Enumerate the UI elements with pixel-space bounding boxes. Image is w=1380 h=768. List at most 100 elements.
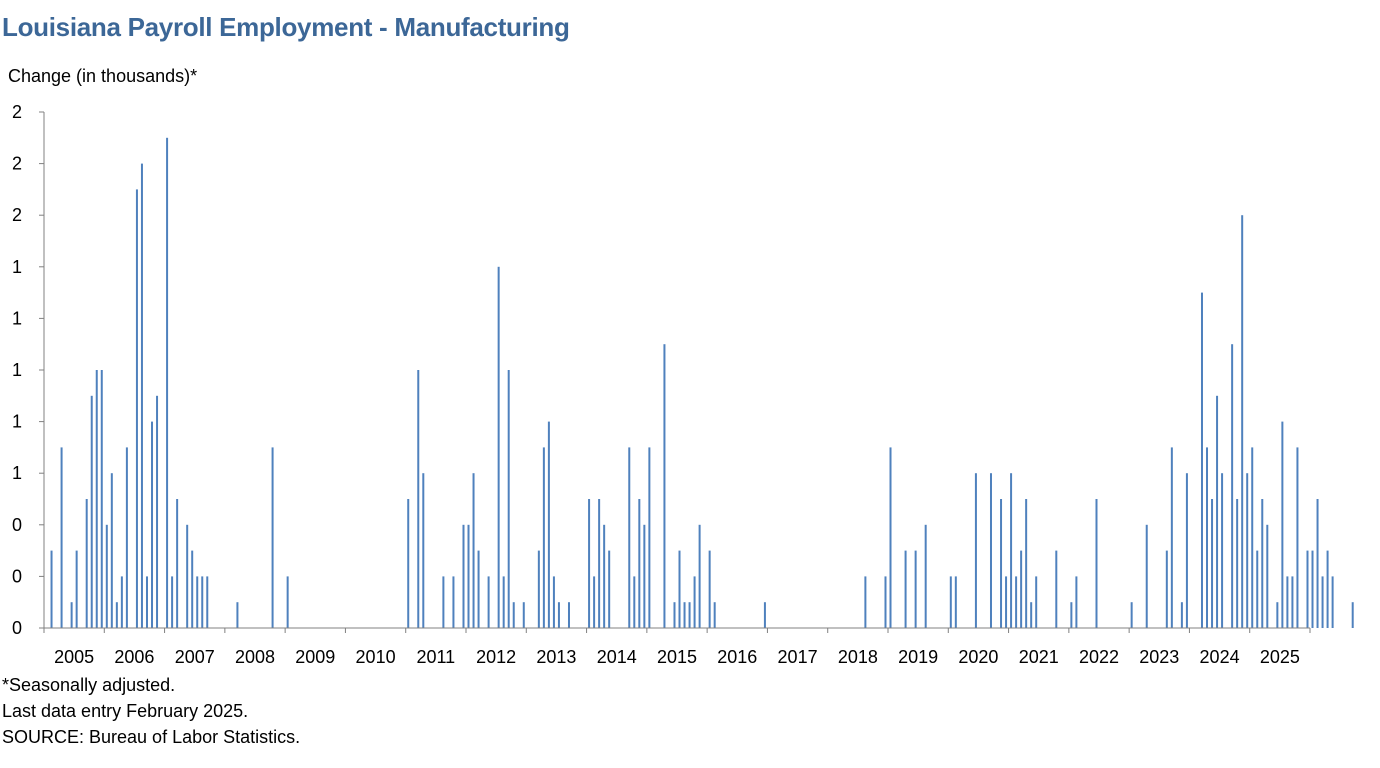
x-axis-ticks: 2005 2006 2007 2008 2009 2010 2011 2012 2013 2014…	[43, 628, 1311, 667]
bar	[191, 550, 194, 628]
bar	[557, 602, 560, 628]
bar	[763, 602, 766, 628]
bar	[477, 550, 480, 628]
bar	[633, 576, 636, 628]
x-tick-label: 2017	[778, 647, 818, 667]
bar	[60, 447, 63, 628]
bar	[1236, 499, 1239, 628]
bar	[598, 499, 601, 628]
bar	[904, 550, 907, 628]
bar	[708, 550, 711, 628]
bar	[145, 576, 148, 628]
y-tick-label: 0	[12, 515, 22, 535]
bar	[552, 576, 555, 628]
bar	[608, 550, 611, 628]
bar	[1165, 550, 1168, 628]
bar	[472, 473, 475, 628]
bar	[156, 395, 159, 628]
bar	[542, 447, 545, 628]
bar	[95, 370, 98, 628]
bar	[989, 473, 992, 628]
bar	[638, 499, 641, 628]
bar	[1311, 550, 1314, 628]
bar	[1095, 499, 1098, 628]
x-tick-label: 2013	[536, 647, 576, 667]
bar	[171, 576, 174, 628]
y-tick-label: 1	[12, 308, 22, 328]
bar	[1231, 344, 1234, 628]
x-tick-label: 2021	[1019, 647, 1059, 667]
axes	[43, 112, 1310, 629]
bar	[974, 473, 977, 628]
x-tick-label: 2024	[1200, 647, 1240, 667]
bar	[1246, 473, 1249, 628]
bar	[236, 602, 239, 628]
x-tick-label: 2012	[476, 647, 516, 667]
bar	[914, 550, 917, 628]
bar	[683, 602, 686, 628]
x-tick-label: 2015	[657, 647, 697, 667]
bar	[1306, 550, 1309, 628]
y-tick-label: 2	[12, 102, 22, 122]
bar	[1316, 499, 1319, 628]
bar	[105, 524, 108, 628]
footnotes: *Seasonally adjusted. Last data entry Fe…	[2, 672, 300, 750]
bar	[663, 344, 666, 628]
bar	[1256, 550, 1259, 628]
bar	[673, 602, 676, 628]
bar	[1221, 473, 1224, 628]
bar	[693, 576, 696, 628]
source-note: SOURCE: Bureau of Labor Statistics.	[2, 727, 301, 747]
bar	[1075, 576, 1078, 628]
bar	[422, 473, 425, 628]
bar	[547, 421, 550, 628]
bar	[628, 447, 631, 628]
x-tick-label: 2006	[114, 647, 154, 667]
x-tick-label: 2009	[295, 647, 335, 667]
bar	[1130, 602, 1133, 628]
bar	[1351, 602, 1354, 628]
bar	[1206, 447, 1209, 628]
y-tick-label: 1	[12, 412, 22, 432]
bar	[1251, 447, 1254, 628]
y-tick-label: 2	[12, 205, 22, 225]
bar	[176, 499, 179, 628]
x-tick-label: 2010	[356, 647, 396, 667]
bar	[125, 447, 128, 628]
bar	[442, 576, 445, 628]
bar	[1070, 602, 1073, 628]
bar-series	[50, 137, 1354, 629]
bar	[1281, 421, 1284, 628]
bar	[407, 499, 410, 628]
x-tick-label: 2005	[54, 647, 94, 667]
bar	[1296, 447, 1299, 628]
bar	[1326, 550, 1329, 628]
x-tick-label: 2007	[175, 647, 215, 667]
bar	[487, 576, 490, 628]
bar	[1000, 499, 1003, 628]
bar	[166, 137, 169, 629]
bar	[1030, 602, 1033, 628]
bar	[90, 395, 93, 628]
bar	[1321, 576, 1324, 628]
y-tick-label: 2	[12, 154, 22, 174]
bar	[1211, 499, 1214, 628]
bar	[467, 524, 470, 628]
bar	[1286, 576, 1289, 628]
bar	[1276, 602, 1279, 628]
bar	[1145, 524, 1148, 628]
bar	[1200, 292, 1203, 628]
y-axis-ticks: 0 0 0 1 1 1 1 1 2 2 2	[12, 102, 44, 638]
bar	[1020, 550, 1023, 628]
y-tick-label: 1	[12, 360, 22, 380]
bar	[603, 524, 606, 628]
bar	[85, 499, 88, 628]
x-tick-label: 2014	[597, 647, 637, 667]
x-tick-label: 2008	[235, 647, 275, 667]
bar	[271, 447, 274, 628]
bar	[1055, 550, 1058, 628]
bar	[1185, 473, 1188, 628]
bar	[1170, 447, 1173, 628]
bar	[50, 550, 53, 628]
